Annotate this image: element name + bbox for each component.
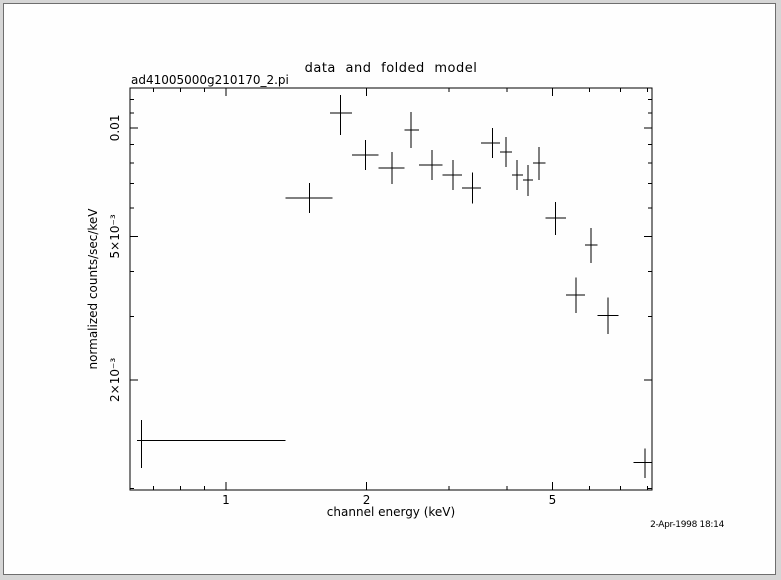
- data-point: [522, 164, 533, 197]
- data-point: [584, 227, 598, 263]
- y-axis-label: normalized counts/sec/keV: [86, 208, 100, 370]
- plot-window: [3, 3, 776, 575]
- x-tick-label: 1: [222, 493, 230, 507]
- data-point: [566, 277, 585, 313]
- x-tick-label: 2: [363, 493, 371, 507]
- data-point: [499, 136, 513, 167]
- data-point: [404, 111, 419, 148]
- y-tick-label: 5×10⁻³: [108, 214, 122, 258]
- data-point: [137, 419, 286, 468]
- y-tick-label: 0.01: [108, 115, 122, 142]
- data-point: [329, 94, 352, 135]
- x-tick-label: 5: [549, 493, 557, 507]
- timestamp: 2-Apr-1998 18:14: [650, 520, 724, 530]
- plot-layer: 1 2 5 0.01 5×10⁻³ 2×10⁻³: [108, 87, 653, 507]
- data-point: [378, 151, 405, 184]
- data-point: [597, 297, 619, 335]
- data-point: [512, 159, 523, 191]
- data-point: [418, 149, 443, 180]
- y-tick-label: 2×10⁻³: [108, 358, 122, 402]
- x-axis-label: channel energy (keV): [327, 505, 455, 519]
- data-point: [481, 127, 500, 158]
- chart-title: data and folded model: [305, 61, 478, 76]
- data-point: [461, 172, 482, 204]
- data-point: [545, 201, 567, 236]
- data-point: [351, 139, 379, 171]
- dataset-label: ad41005000g210170_2.pi: [131, 73, 289, 87]
- data-point: [532, 147, 546, 180]
- data-point: [285, 183, 333, 213]
- data-point: [633, 448, 652, 478]
- data-point: [442, 159, 462, 191]
